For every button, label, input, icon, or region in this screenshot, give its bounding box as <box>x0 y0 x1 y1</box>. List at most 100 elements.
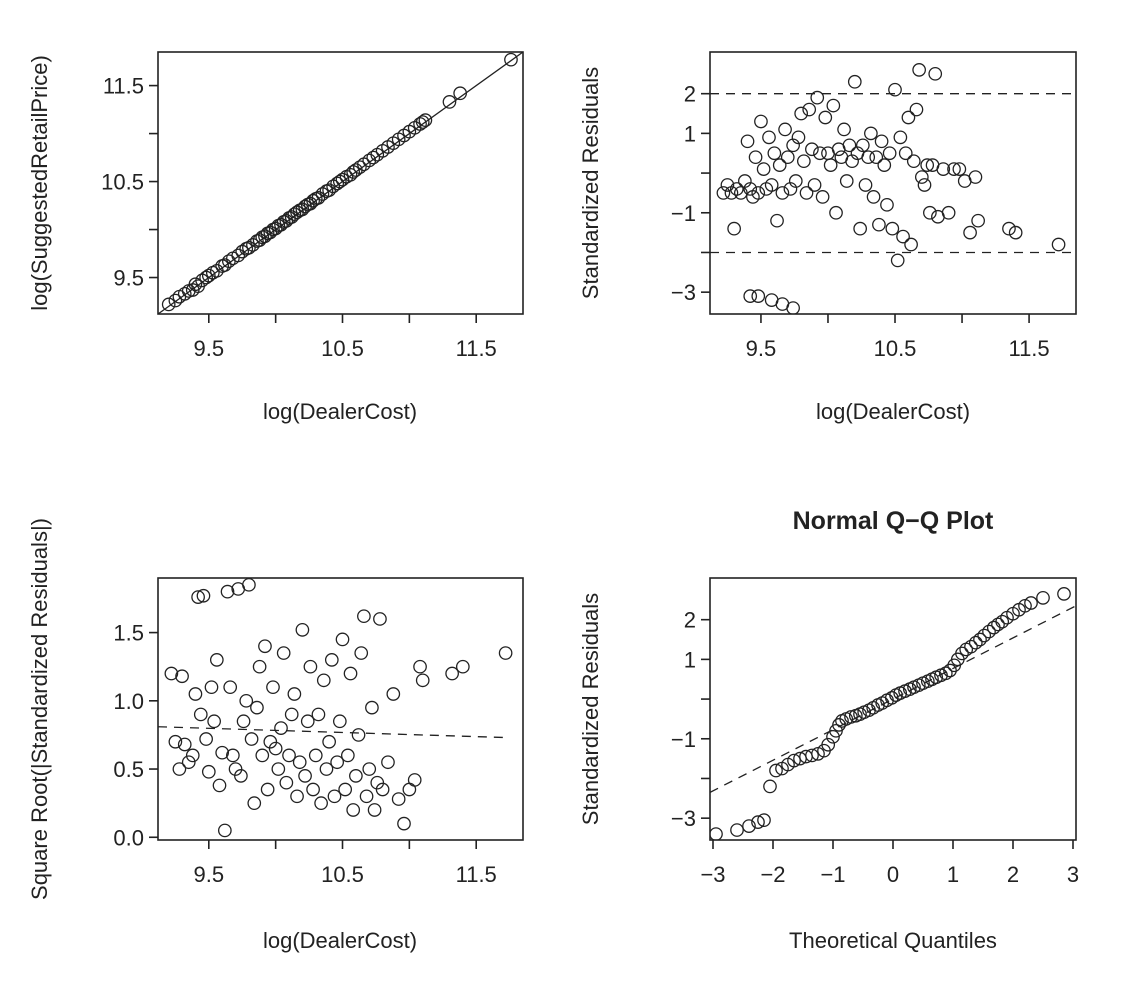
data-point <box>260 782 275 797</box>
data-point <box>445 666 459 681</box>
data-point <box>928 66 943 81</box>
data-point <box>947 162 961 176</box>
data-point <box>853 221 868 236</box>
data-point <box>226 748 240 763</box>
data-point <box>955 646 969 661</box>
data-point <box>788 174 803 188</box>
panel-log-price-vs-log-cost: log(DealerCost) log(SuggestedRetailPrice… <box>27 51 524 424</box>
data-point <box>338 782 353 797</box>
chart-title: Normal Q−Q Plot <box>793 507 994 535</box>
data-point <box>228 762 243 776</box>
x-tick-label: 3 <box>1067 862 1079 887</box>
y-axis-label: Standardized Residuals <box>578 593 603 825</box>
data-point <box>252 659 267 674</box>
data-point <box>914 170 929 184</box>
data-point <box>397 816 411 831</box>
data-point <box>888 82 902 97</box>
data-point <box>177 286 192 301</box>
data-point <box>298 769 312 783</box>
data-point <box>872 217 886 232</box>
data-point <box>242 578 256 592</box>
data-point <box>168 734 183 749</box>
data-point <box>733 186 748 200</box>
data-point <box>268 741 283 756</box>
data-point <box>263 734 278 749</box>
panel-normal-qq: Normal Q−Q Plot Theoretical Quantiles St… <box>578 507 1079 953</box>
x-tick-label: 11.5 <box>456 336 497 361</box>
data-point <box>727 221 741 236</box>
data-point <box>917 178 932 192</box>
data-point <box>366 150 381 165</box>
data-point <box>292 755 307 770</box>
data-point <box>791 130 806 145</box>
data-point <box>762 130 776 145</box>
data-point <box>402 782 417 797</box>
data-point <box>842 138 857 153</box>
data-point <box>239 693 254 708</box>
data-point <box>864 126 878 141</box>
data-point <box>362 762 377 776</box>
data-point <box>343 666 358 681</box>
data-point <box>807 178 822 192</box>
data-point <box>199 732 213 746</box>
data-point <box>1018 598 1032 613</box>
data-point <box>901 110 916 125</box>
data-point <box>282 748 296 763</box>
data-point <box>884 691 899 705</box>
data-point <box>778 122 792 137</box>
data-point <box>311 191 326 205</box>
data-point <box>813 146 827 161</box>
data-point <box>335 632 350 647</box>
data-point <box>794 106 809 121</box>
data-point <box>341 748 355 763</box>
data-point <box>1008 225 1023 240</box>
data-point <box>236 714 251 729</box>
x-tick-label: −1 <box>820 862 845 887</box>
data-point <box>351 728 366 742</box>
data-point <box>311 707 326 722</box>
data-point <box>284 210 299 224</box>
data-point <box>235 244 250 259</box>
data-point <box>315 187 330 201</box>
y-tick-label: −1 <box>671 727 696 752</box>
data-point <box>327 789 342 804</box>
data-point <box>890 253 905 268</box>
y-tick-label: 1 <box>684 121 696 146</box>
data-point <box>191 590 205 604</box>
data-point <box>498 646 513 660</box>
data-point <box>963 225 977 240</box>
x-tick-label: 10.5 <box>874 336 917 361</box>
data-point <box>332 714 347 729</box>
data-point <box>757 813 771 828</box>
data-point <box>1024 596 1038 610</box>
reference-line <box>158 726 510 739</box>
data-point <box>335 172 350 187</box>
data-point <box>837 122 851 137</box>
x-tick-label: 1 <box>947 862 959 887</box>
data-point <box>247 796 262 811</box>
data-point <box>805 142 819 157</box>
y-tick-label: 11.5 <box>103 74 144 99</box>
data-point <box>780 150 795 165</box>
data-point <box>880 197 894 212</box>
y-tick-label: −3 <box>671 280 696 305</box>
data-point <box>991 617 1005 632</box>
x-axis-label: log(DealerCost) <box>263 928 417 953</box>
y-tick-label: 1.5 <box>113 621 144 646</box>
data-point <box>177 737 192 752</box>
data-point <box>968 635 983 650</box>
data-point <box>175 669 189 684</box>
data-point <box>306 782 320 797</box>
data-point <box>823 158 838 172</box>
data-point <box>748 150 763 165</box>
y-axis-label: Square Root(|Standardized Residuals|) <box>27 518 52 900</box>
data-point <box>904 237 918 252</box>
data-point <box>196 588 211 603</box>
data-point <box>710 827 723 840</box>
data-point <box>893 130 908 145</box>
data-point <box>764 178 779 192</box>
data-point <box>971 213 985 228</box>
x-axis-label: log(DealerCost) <box>816 399 970 424</box>
data-point <box>1057 587 1071 601</box>
data-point <box>217 823 232 838</box>
